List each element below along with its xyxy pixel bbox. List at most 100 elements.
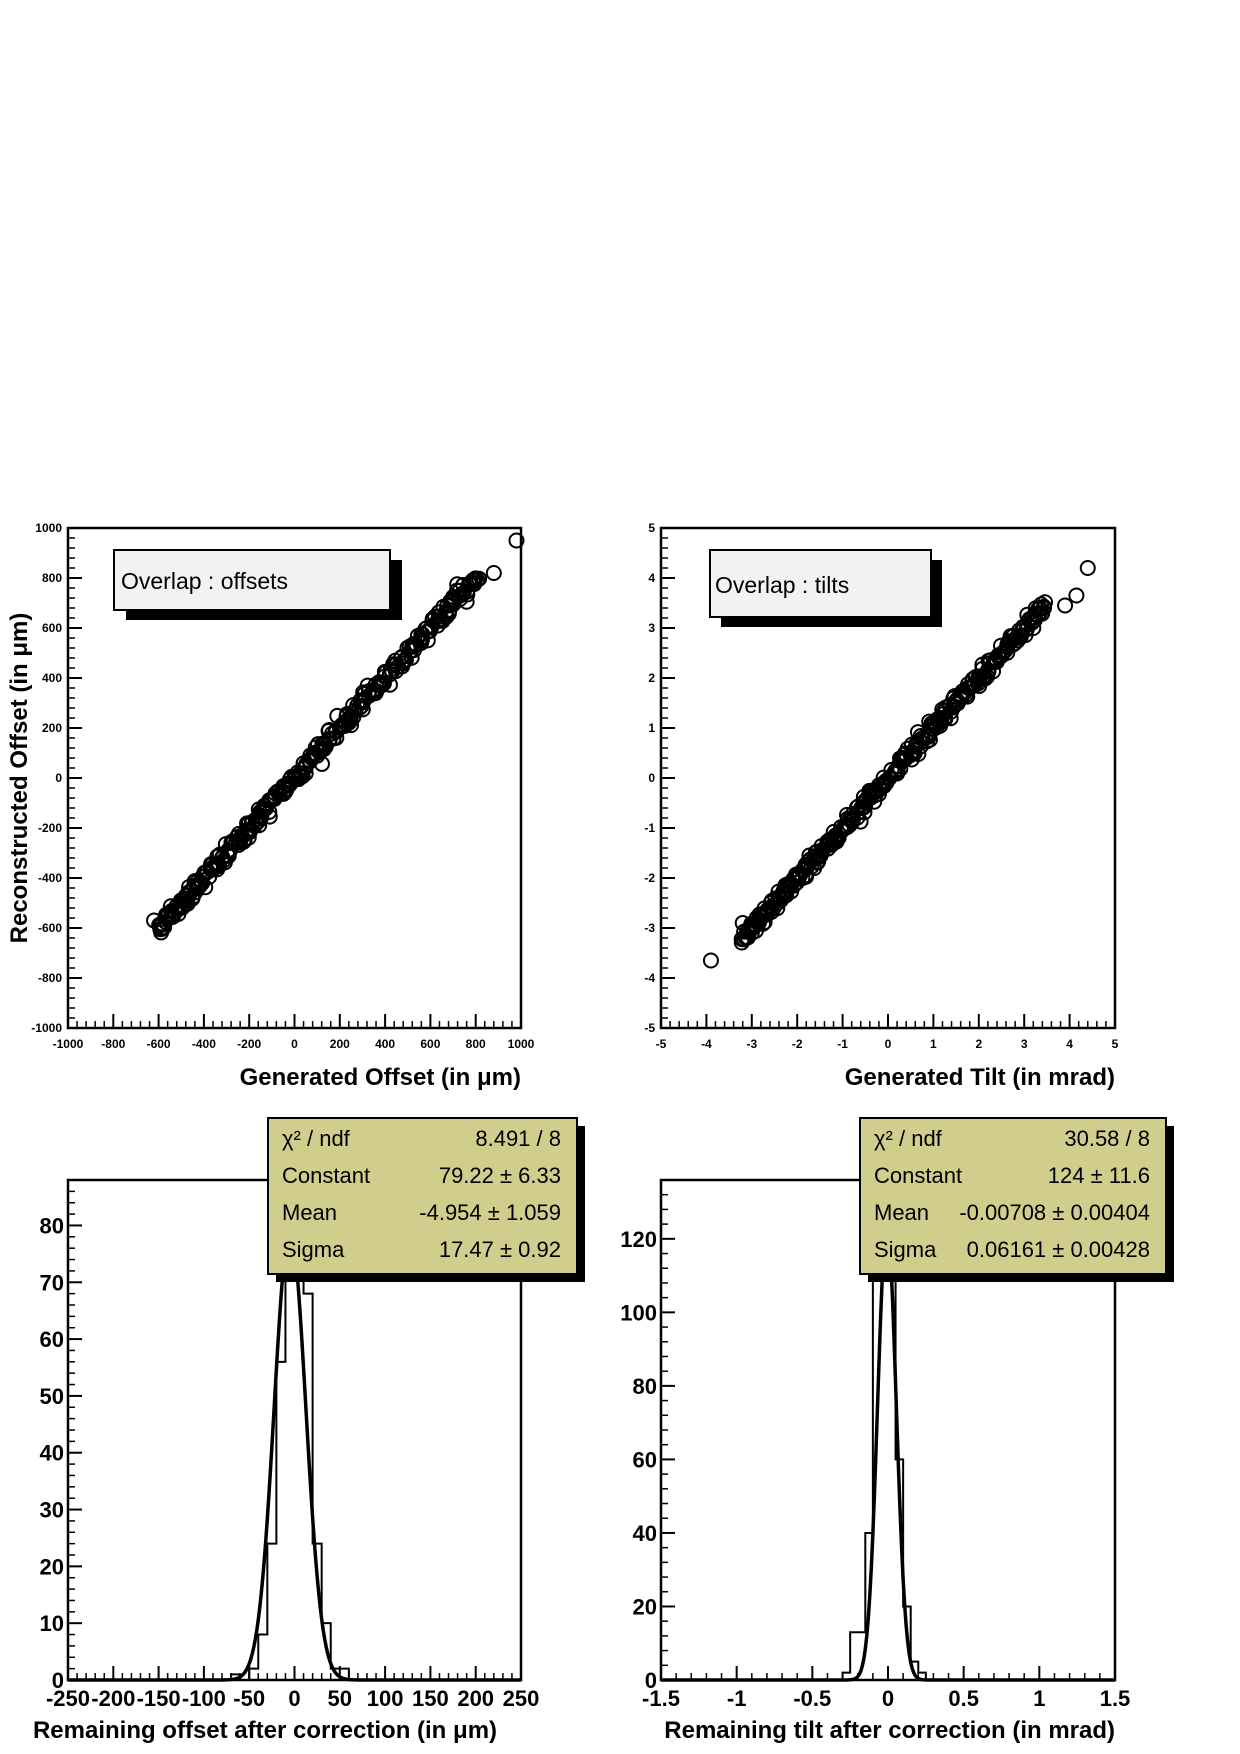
stats-row-value: 124 ± 11.6 <box>1048 1163 1150 1188</box>
y-tick-label: 400 <box>42 671 62 685</box>
x-tick-label: 0 <box>882 1686 894 1711</box>
data-point <box>424 612 441 629</box>
x-tick-label: 1.5 <box>1100 1686 1131 1711</box>
x-tick-label: -5 <box>656 1037 667 1051</box>
data-point <box>458 593 475 610</box>
stats-box-background <box>267 1117 578 1275</box>
stats-row-label: χ² / ndf <box>282 1126 351 1151</box>
legend-box: Overlap : tilts <box>709 549 942 627</box>
stats-row-value: 30.58 / 8 <box>1064 1126 1150 1151</box>
x-tick-label: -50 <box>233 1686 265 1711</box>
data-point <box>261 808 278 825</box>
stats-row-label: Sigma <box>874 1237 937 1262</box>
y-tick-label: 5 <box>648 521 655 535</box>
offset-scatter-panel: -1000 -800 -600 -400 -200 0 200 400 600 800 1000 -1… <box>6 521 535 1091</box>
stats-row-label: Mean <box>282 1200 337 1225</box>
legend-text: Overlap : tilts <box>715 572 849 598</box>
tick-marks <box>67 527 522 1029</box>
y-tick-label: -1 <box>644 821 655 835</box>
x-tick-label: -150 <box>137 1686 181 1711</box>
y-tick-label: 20 <box>40 1554 64 1579</box>
legend-background <box>113 549 391 611</box>
y-tick-label: -4 <box>644 971 655 985</box>
data-point <box>466 575 483 592</box>
tick-labels: -1000 -800 -600 -400 -200 0 200 400 600 800 1000 -1… <box>31 521 534 1051</box>
x-tick-label: -2 <box>792 1037 803 1051</box>
y-tick-label: 4 <box>648 571 655 585</box>
data-point <box>910 746 927 763</box>
stats-row-label: χ² / ndf <box>874 1126 943 1151</box>
stats-row-label: Sigma <box>282 1237 345 1262</box>
y-tick-label: 30 <box>40 1498 64 1523</box>
tick-labels: -250 -200 -150 -100 -50 0 50 100 150 200 250 0 10 20 3… <box>40 1213 540 1711</box>
stats-row-value: -4.954 ± 1.059 <box>419 1200 561 1225</box>
y-tick-label: 0 <box>55 771 62 785</box>
x-tick-label: 400 <box>375 1037 395 1051</box>
data-point <box>932 713 949 730</box>
legend-text: Overlap : offsets <box>121 568 288 594</box>
data-point <box>1057 597 1074 614</box>
x-tick-label: -1000 <box>53 1037 84 1051</box>
data-point <box>342 712 359 729</box>
y-tick-label: -3 <box>644 921 655 935</box>
tick-marks <box>660 527 1116 1029</box>
stats-row-label: Constant <box>282 1163 370 1188</box>
x-tick-label: -1 <box>727 1686 747 1711</box>
y-tick-label: 3 <box>648 621 655 635</box>
x-tick-label: 200 <box>330 1037 350 1051</box>
data-point <box>1035 598 1052 615</box>
data-point <box>743 925 760 941</box>
data-point <box>413 626 430 643</box>
y-tick-label: -2 <box>644 871 655 885</box>
data-point <box>393 648 410 665</box>
x-tick-label: -100 <box>182 1686 226 1711</box>
y-tick-label: 0 <box>52 1668 64 1693</box>
x-axis-label: Generated Offset (in μm) <box>240 1064 521 1091</box>
x-tick-label: 150 <box>412 1686 449 1711</box>
x-tick-label: -1.5 <box>642 1686 680 1711</box>
x-tick-label: -250 <box>46 1686 90 1711</box>
y-tick-label: 50 <box>40 1384 64 1409</box>
x-tick-label: 600 <box>420 1037 440 1051</box>
x-tick-label: -400 <box>192 1037 216 1051</box>
stats-box-background <box>859 1117 1167 1275</box>
y-tick-label: 2 <box>648 671 655 685</box>
y-tick-label: 20 <box>633 1594 657 1619</box>
data-point <box>1007 635 1024 651</box>
x-axis-label: Generated Tilt (in mrad) <box>845 1064 1115 1091</box>
x-tick-label: 5 <box>1112 1037 1119 1051</box>
stats-row-value: -0.00708 ± 0.00404 <box>959 1200 1150 1225</box>
data-point <box>1025 620 1042 636</box>
fit-stats-box: χ² / ndf 8.491 / 8 Constant 79.22 ± 6.33 Mea… <box>267 1117 585 1282</box>
data-point <box>1079 560 1096 576</box>
x-tick-label: 0 <box>885 1037 892 1051</box>
y-tick-label: 60 <box>40 1327 64 1352</box>
data-point <box>734 915 751 931</box>
legend-box: Overlap : offsets <box>113 549 402 620</box>
y-tick-label: 0 <box>648 771 655 785</box>
x-tick-label: -200 <box>91 1686 135 1711</box>
stats-row-label: Mean <box>874 1200 929 1225</box>
legend-background <box>709 549 932 618</box>
data-point <box>508 532 525 549</box>
x-tick-label: 1000 <box>508 1037 535 1051</box>
y-tick-label: -800 <box>38 971 62 985</box>
y-tick-label: 120 <box>620 1227 657 1252</box>
data-point <box>485 565 502 581</box>
data-point <box>886 765 903 782</box>
x-axis-label: Remaining offset after correction (in μm… <box>33 1717 497 1744</box>
x-tick-label: -4 <box>701 1037 712 1051</box>
y-tick-label: 200 <box>42 721 62 735</box>
data-point <box>702 952 719 969</box>
x-tick-label: -800 <box>101 1037 125 1051</box>
data-point <box>253 809 270 826</box>
y-tick-label: 1000 <box>35 521 62 535</box>
y-tick-label: -200 <box>38 821 62 835</box>
x-tick-label: 800 <box>466 1037 486 1051</box>
y-tick-label: 80 <box>633 1374 657 1399</box>
x-tick-label: 2 <box>975 1037 982 1051</box>
y-axis-label: Reconstructed Offset (in μm) <box>6 613 33 944</box>
y-tick-label: -600 <box>38 921 62 935</box>
